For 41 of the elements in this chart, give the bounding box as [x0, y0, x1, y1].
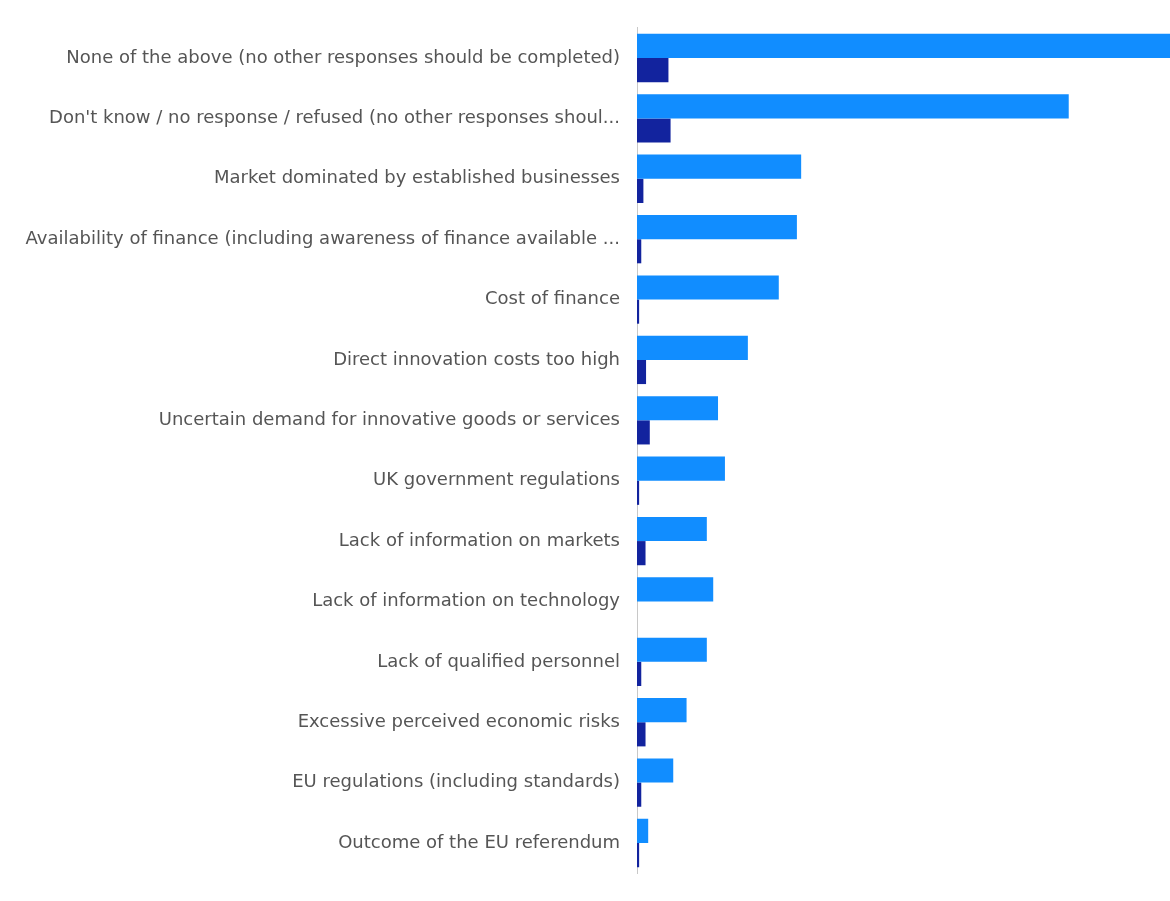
- bar: [637, 698, 687, 723]
- y-tick-label: Market dominated by established businesses: [214, 166, 620, 188]
- y-tick-label: Cost of finance: [485, 287, 620, 309]
- bar: [637, 396, 719, 421]
- y-tick-label: Uncertain demand for innovative goods or services: [158, 407, 620, 429]
- y-tick-label: Lack of information on markets: [338, 528, 620, 550]
- y-tick-label: UK government regulations: [373, 468, 620, 490]
- bar: [637, 275, 779, 300]
- y-tick-label: Excessive perceived economic risks: [297, 709, 620, 731]
- bar: [637, 577, 714, 602]
- bar: [637, 637, 707, 662]
- y-tick-label: Availability of finance (including awareness of finance available ...: [25, 226, 620, 248]
- y-tick-label: Lack of information on technology: [312, 589, 621, 611]
- bar: [637, 480, 640, 505]
- bar: [637, 758, 674, 783]
- bar: [637, 661, 642, 686]
- y-tick-label: Lack of qualified personnel: [377, 649, 620, 671]
- bar: [637, 299, 640, 324]
- bar: [637, 57, 669, 83]
- bar: [637, 782, 642, 807]
- bar: [637, 118, 671, 143]
- y-tick-label: Direct innovation costs too high: [333, 347, 620, 369]
- bar: [637, 456, 725, 481]
- bar: [637, 722, 646, 747]
- bar: [637, 843, 640, 868]
- bar: [637, 33, 1170, 58]
- y-tick-label: None of the above (no other responses should be completed): [66, 45, 620, 67]
- bar: [637, 335, 748, 360]
- y-tick-label: EU regulations (including standards): [292, 770, 620, 792]
- bar: [637, 359, 647, 385]
- bar: [637, 541, 646, 566]
- bar: [637, 215, 797, 240]
- bar: [637, 154, 802, 179]
- bar: [637, 516, 707, 542]
- bar: [637, 818, 649, 844]
- bar: [637, 178, 644, 203]
- bar: [637, 94, 1069, 119]
- y-tick-label: Don't know / no response / refused (no other responses shoul...: [49, 106, 620, 128]
- bar: [637, 239, 642, 264]
- bar: [637, 420, 650, 445]
- y-tick-label: Outcome of the EU referendum: [338, 830, 620, 852]
